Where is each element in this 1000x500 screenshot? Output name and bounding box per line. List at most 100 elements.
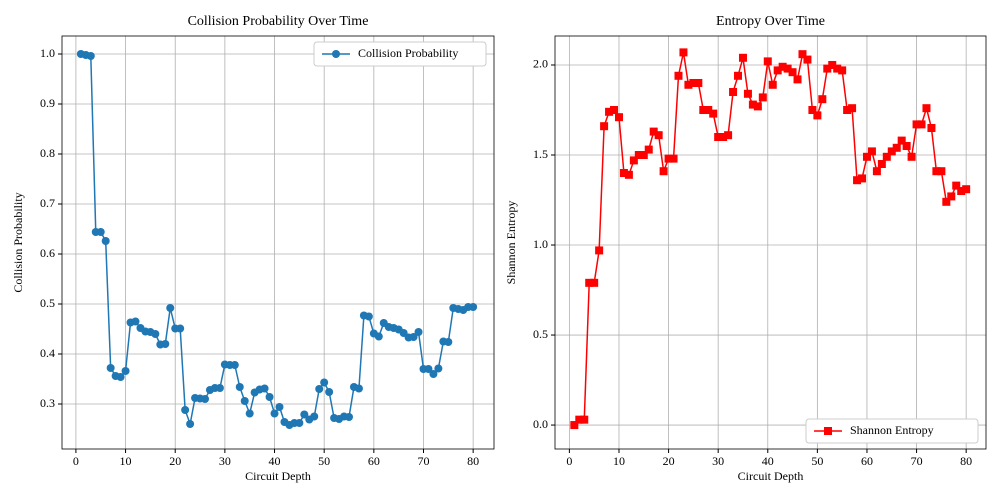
x-tick-label: 50 [318,454,330,468]
marker [320,378,329,387]
y-tick-label: 2.0 [533,57,548,71]
marker [684,80,693,89]
marker [106,364,115,372]
marker [699,105,708,114]
marker [679,48,688,57]
marker [897,136,906,145]
marker [265,393,274,401]
marker [654,131,663,140]
legend-label: Collision Probability [358,46,458,60]
marker [575,415,584,424]
marker [853,176,862,185]
marker [629,156,638,165]
marker [275,403,284,411]
chart-title: Entropy Over Time [716,14,825,29]
marker [619,169,628,178]
marker [922,104,931,113]
legend-box [313,41,487,67]
marker [773,66,782,75]
marker [942,197,951,206]
marker [374,332,383,341]
marker [230,361,239,369]
marker [887,147,896,156]
marker [793,75,802,84]
legend-label: Shannon Entropy [850,423,934,437]
marker [364,312,373,321]
marker [907,152,916,161]
x-tick-label: 0 [73,454,79,468]
marker [424,365,433,373]
x-tick-label: 70 [417,454,429,468]
y-tick-label: 1.5 [533,147,548,161]
marker [947,192,956,201]
marker [689,78,698,87]
marker [409,333,418,341]
plot: 0 10 20 30 40 50 60 70 80 0.0 0.5 1.0 1.5 2.0 Entropy … [504,14,987,483]
marker [912,120,921,129]
marker [215,384,224,392]
x-tick-label: 10 [613,454,625,468]
marker [101,237,110,245]
marker [186,420,195,428]
y-axis-label: Collision Probability [11,192,25,292]
marker [838,66,847,75]
marker [729,87,738,96]
x-tick-label: 60 [368,454,380,468]
x-axis-label: Circuit Depth [245,469,311,483]
plot: 0 10 20 30 40 50 60 70 80 0.3 0.4 0.5 0.6 0.7 0.8 0.9 1.… [11,14,495,483]
marker [957,187,966,196]
marker [121,367,130,375]
marker [927,123,936,132]
marker [788,68,797,77]
x-tick-label: 20 [169,454,181,468]
y-tick-label: 0.6 [40,246,55,260]
legend-marker [824,427,832,435]
marker [813,111,822,120]
legend-marker [332,50,340,58]
marker [614,113,623,122]
y-tick-label: 0.3 [40,396,55,410]
marker [763,57,772,66]
y-axis-label: Shannon Entropy [504,201,518,285]
marker [674,71,683,80]
x-tick-label: 0 [566,454,572,468]
marker [738,53,747,62]
marker [872,167,881,176]
marker [758,93,767,102]
marker [803,55,812,64]
plot-frame [61,35,495,450]
marker [877,160,886,169]
marker [595,246,604,255]
marker [858,174,867,183]
marker [882,152,891,161]
marker [295,419,304,427]
marker [862,152,871,161]
marker [848,104,857,113]
x-tick-label: 40 [762,454,774,468]
y-tick-label: 0.8 [40,146,55,160]
marker [434,364,443,373]
x-tick-label: 30 [219,454,231,468]
marker [932,167,941,176]
marker [748,100,757,109]
marker [176,324,185,333]
marker [181,406,190,414]
marker [325,388,334,396]
y-tick-label: 0.9 [40,96,55,110]
marker [902,142,911,151]
marker [605,107,614,116]
marker [808,105,817,114]
marker [590,278,599,287]
marker [659,167,668,176]
marker [300,410,309,419]
marker [131,317,140,326]
marker [235,383,244,391]
marker [270,409,279,418]
marker [669,154,678,163]
marker [639,151,648,160]
marker [469,303,478,311]
x-tick-label: 30 [712,454,724,468]
marker [818,95,827,104]
marker [704,105,713,114]
y-tick-label: 1.0 [40,46,55,60]
